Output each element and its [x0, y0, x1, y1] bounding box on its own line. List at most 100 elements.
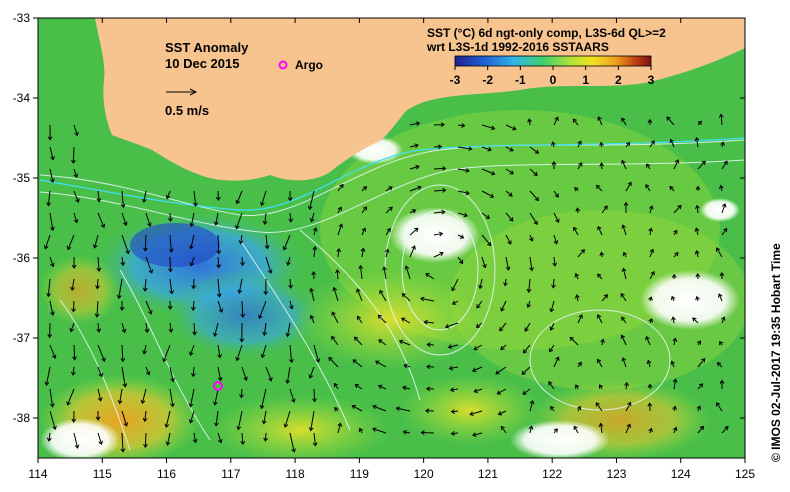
lon-tick-label: 124	[671, 467, 691, 481]
velocity-vector-head	[170, 402, 175, 408]
velocity-vector	[528, 118, 531, 126]
velocity-vector	[49, 410, 56, 430]
velocity-vector	[217, 432, 222, 443]
lon-tick-label: 123	[606, 467, 626, 481]
velocity-vector-head	[701, 357, 706, 363]
map-title: SST Anomaly	[165, 40, 249, 55]
velocity-vector-head	[487, 146, 492, 152]
velocity-vector	[190, 234, 195, 249]
velocity-vector-head	[597, 273, 602, 278]
velocity-vector	[716, 402, 723, 412]
velocity-vector	[72, 300, 75, 312]
colorbar-tick-label: -1	[515, 73, 526, 87]
velocity-vector	[550, 406, 555, 412]
velocity-vector-head	[674, 159, 680, 164]
velocity-vector	[372, 405, 387, 412]
velocity-vector-head	[189, 222, 195, 228]
velocity-vector	[121, 322, 126, 333]
velocity-vector-head	[49, 311, 55, 316]
velocity-vector-head	[335, 269, 340, 274]
velocity-vector-head	[218, 308, 224, 313]
velocity-vector	[73, 432, 79, 449]
velocity-vector	[720, 114, 723, 126]
velocity-vector-head	[147, 222, 152, 227]
velocity-vector-head	[50, 156, 55, 161]
velocity-vector	[457, 146, 472, 150]
velocity-vector-head	[573, 425, 578, 431]
velocity-vector-head	[555, 356, 560, 361]
velocity-vector-head	[71, 308, 76, 313]
velocity-vector	[498, 410, 507, 415]
velocity-vector-head	[442, 187, 447, 193]
velocity-vector-head	[142, 350, 148, 355]
velocity-vector-head	[66, 401, 71, 406]
velocity-vector	[49, 212, 54, 231]
colorbar-tick-label: 3	[648, 73, 655, 87]
velocity-vector-head	[75, 198, 80, 203]
velocity-vector-head	[554, 116, 559, 121]
velocity-vector-head	[648, 227, 654, 232]
velocity-vector	[621, 160, 627, 170]
velocity-vector-head	[438, 144, 443, 150]
velocity-vector	[409, 122, 420, 126]
velocity-vector	[241, 256, 244, 266]
velocity-vector	[505, 124, 516, 130]
velocity-vector	[550, 322, 555, 331]
velocity-vector-head	[487, 241, 492, 247]
velocity-vector-head	[97, 397, 103, 402]
velocity-vector-head	[671, 273, 677, 279]
velocity-vector	[470, 410, 483, 415]
velocity-vector-head	[677, 204, 682, 210]
velocity-vector-head	[550, 405, 555, 411]
velocity-vector-head	[402, 429, 407, 435]
velocity-vector-head	[354, 384, 359, 389]
velocity-vector	[529, 234, 533, 242]
velocity-vector	[597, 116, 603, 126]
velocity-vector	[529, 168, 538, 176]
velocity-vector	[481, 124, 495, 130]
velocity-vector-head	[698, 383, 704, 388]
colorbar-tick-label: 0	[550, 73, 557, 87]
latitude-axis: -33-34-35-36-37-38	[13, 11, 745, 425]
velocity-vector-head	[694, 136, 700, 142]
velocity-vector-head	[165, 194, 171, 200]
velocity-vector	[73, 212, 78, 223]
velocity-vector	[649, 140, 655, 148]
velocity-vector-head	[143, 443, 148, 449]
velocity-vector-head	[420, 296, 425, 302]
velocity-vector	[145, 212, 151, 227]
velocity-vector	[337, 423, 342, 434]
velocity-vector	[505, 212, 514, 222]
velocity-vector	[596, 185, 603, 192]
velocity-vector-head	[580, 249, 585, 254]
velocity-vector-head	[574, 186, 579, 192]
velocity-vector	[669, 186, 675, 192]
velocity-vector-head	[356, 288, 361, 293]
velocity-vector	[696, 205, 699, 214]
velocity-vector-head	[192, 331, 198, 336]
velocity-vector	[289, 388, 295, 403]
velocity-vector	[287, 256, 291, 266]
velocity-vector	[625, 382, 628, 390]
velocity-vector	[433, 233, 443, 236]
velocity-vector	[409, 144, 419, 148]
velocity-vector-head	[46, 202, 52, 207]
velocity-vector	[49, 146, 54, 160]
velocity-vector	[313, 388, 316, 402]
velocity-vector-head	[512, 126, 517, 131]
velocity-vector-head	[291, 398, 296, 403]
velocity-vector-head	[716, 402, 721, 407]
velocity-vector	[165, 410, 171, 428]
velocity-vector	[529, 146, 539, 154]
velocity-vector-head	[162, 357, 167, 363]
velocity-vector	[449, 366, 459, 370]
lon-tick-label: 115	[93, 467, 112, 481]
lon-tick-label: 119	[350, 467, 369, 481]
velocity-vector-head	[578, 162, 583, 167]
velocity-vector	[409, 165, 420, 170]
velocity-vector-head	[716, 362, 722, 367]
velocity-vector-head	[47, 136, 53, 141]
velocity-vector-head	[49, 178, 55, 183]
velocity-vector	[377, 314, 387, 324]
velocity-vector-head	[94, 313, 100, 318]
